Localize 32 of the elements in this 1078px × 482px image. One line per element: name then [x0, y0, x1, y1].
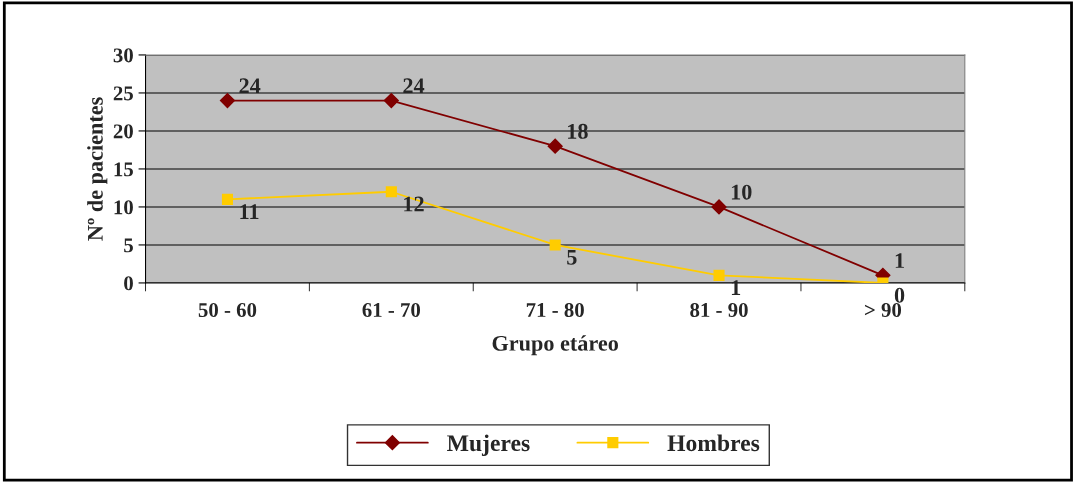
y-tick-label: 15	[114, 162, 133, 177]
point	[385, 186, 397, 198]
point	[711, 199, 727, 215]
legend-label: Mujeres	[447, 434, 530, 456]
point	[549, 239, 561, 251]
data-label: 10	[731, 184, 752, 200]
y-tick-label: 25	[113, 86, 133, 101]
y-axis-title: Nº de pacientes	[87, 97, 108, 241]
y-tick-label: 0	[124, 276, 133, 291]
data-label: 11	[240, 204, 259, 219]
point	[383, 92, 399, 109]
data-label: 24	[239, 78, 261, 94]
point	[219, 92, 236, 109]
x-tick-label: 50 - 60	[198, 302, 257, 318]
x-tick-label: > 90	[864, 302, 902, 318]
x-tick-label: 61 - 70	[362, 302, 421, 318]
point	[713, 269, 725, 281]
point	[547, 138, 563, 154]
data-label: 1	[895, 253, 904, 268]
y-tick-label: 30	[113, 48, 133, 63]
y-tick-label: 10	[114, 200, 133, 215]
data-label: 0	[894, 287, 905, 303]
x-tick-label: 71 - 80	[526, 302, 584, 318]
legend-label: Hombres	[667, 434, 760, 452]
point	[221, 193, 234, 205]
x-tick-label: 81 - 90	[690, 302, 748, 318]
data-label: 5	[567, 249, 577, 265]
y-tick-label: 20	[113, 124, 133, 139]
y-tick-label: 5	[124, 238, 133, 253]
x-axis-title: Grupo etáreo	[492, 335, 618, 356]
data-label: 1	[731, 280, 741, 295]
data-label: 24	[403, 78, 425, 94]
